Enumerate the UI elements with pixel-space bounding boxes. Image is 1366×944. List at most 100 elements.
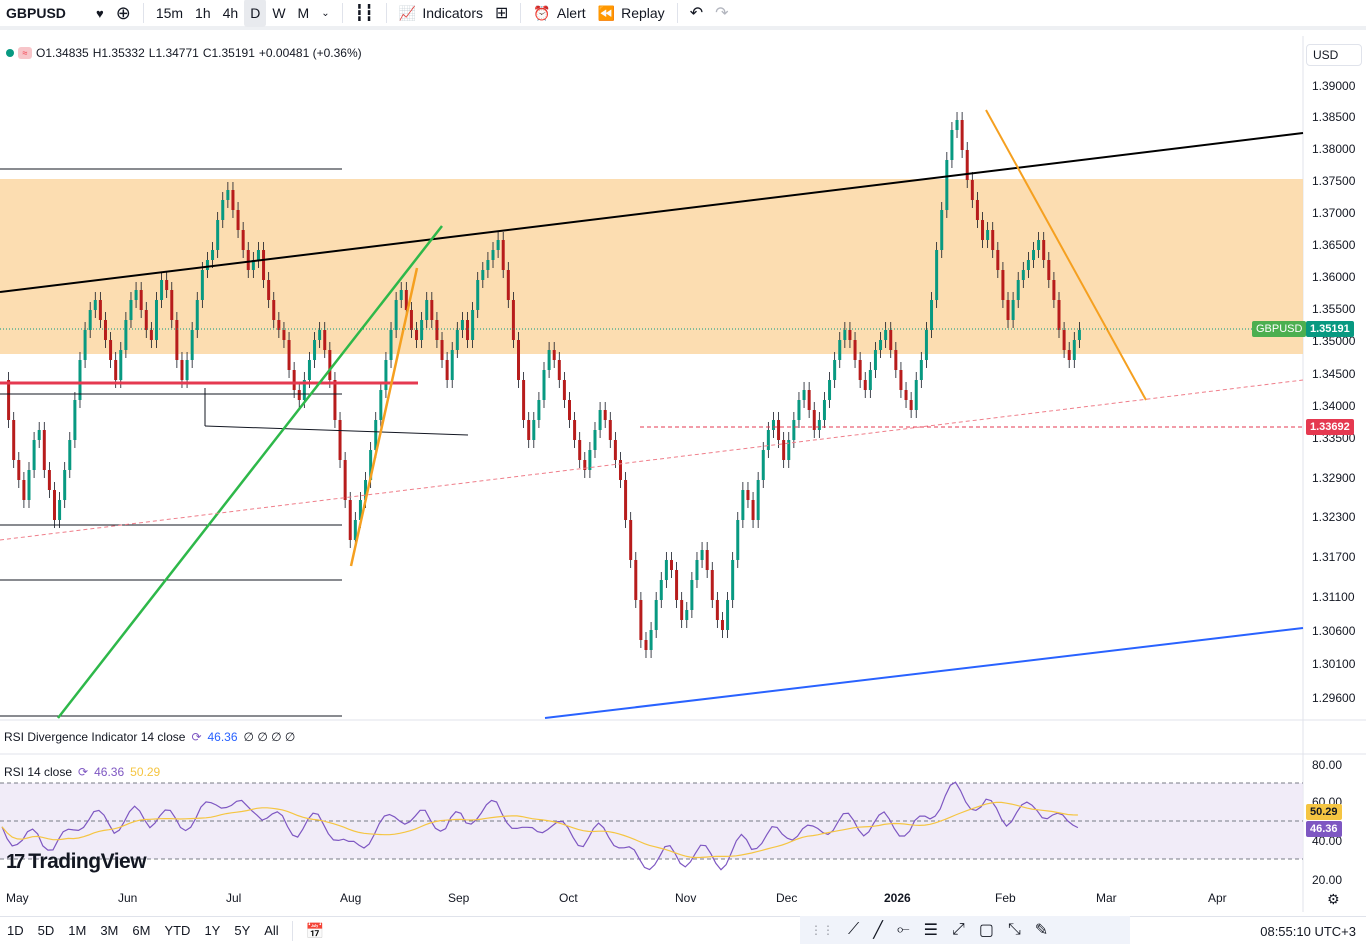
symbol-search[interactable]: GBPUSD: [6, 5, 66, 21]
candle-body: [675, 570, 679, 600]
range-5d[interactable]: 5D: [37, 923, 55, 938]
brush-tool-icon[interactable]: ✎: [1034, 922, 1049, 939]
replay-button[interactable]: ⏪ Replay: [592, 0, 671, 27]
rsi-tick-label: 80.00: [1312, 758, 1342, 772]
candles-icon[interactable]: ┇┇: [354, 5, 374, 22]
candle-body: [889, 330, 893, 350]
candle-body: [272, 300, 276, 320]
price-tick-label: 1.35000: [1312, 334, 1356, 348]
candle-body: [119, 350, 123, 380]
rsi-line: [1, 781, 1079, 871]
candle-body: [450, 350, 454, 380]
trend-tool-icon[interactable]: ⟋: [848, 921, 860, 938]
candle-body: [705, 550, 709, 570]
candle-body: [409, 310, 413, 330]
candle-body: [613, 440, 617, 460]
candle-body: [894, 350, 898, 370]
range-1d[interactable]: 1D: [7, 923, 24, 938]
fib-tool-icon[interactable]: ☰: [923, 922, 938, 939]
currency-selector[interactable]: USD: [1306, 44, 1362, 66]
candle-body: [144, 310, 148, 330]
candle-body: [435, 320, 439, 340]
candle-body: [348, 500, 352, 540]
candle-body: [634, 560, 638, 600]
drag-handle-icon[interactable]: ⋮⋮: [810, 923, 834, 937]
candle-body: [695, 560, 699, 580]
tf-4h[interactable]: 4h: [222, 5, 239, 21]
range-6m[interactable]: 6M: [132, 923, 151, 938]
trend-line: [204, 425, 469, 436]
clock[interactable]: 08:55:10 UTC+3: [1260, 924, 1356, 939]
chevron-down-icon[interactable]: ⌄: [321, 7, 330, 19]
candle-body: [955, 120, 959, 130]
price-axis[interactable]: 1.39000 1.38500 1.38000 1.37500 1.37000 1.365…: [1312, 79, 1356, 705]
path-tool-icon[interactable]: ⤡: [1007, 921, 1021, 938]
candle-body: [241, 230, 245, 250]
candle-body: [797, 400, 801, 420]
tf-w[interactable]: W: [272, 5, 286, 21]
candle-body: [680, 600, 684, 620]
alarm-icon: ⏰: [533, 4, 551, 21]
candle-body: [399, 290, 403, 300]
month-label: Jul: [226, 891, 242, 905]
rectangle-tool-icon[interactable]: ▢: [978, 922, 994, 939]
range-5y[interactable]: 5Y: [234, 923, 251, 938]
month-label: Feb: [995, 891, 1016, 905]
range-ytd[interactable]: YTD: [164, 923, 191, 938]
redo-icon[interactable]: ↷: [715, 5, 729, 22]
tf-1h[interactable]: 1h: [195, 5, 211, 21]
range-all[interactable]: All: [264, 923, 279, 938]
rsi-div-label: RSI Divergence Indicator 14 close: [4, 730, 186, 744]
indicators-button[interactable]: 📈 Indicators: [393, 0, 489, 27]
layouts-icon[interactable]: ⊞: [495, 5, 509, 22]
refresh-icon[interactable]: ⟳: [78, 765, 89, 779]
indicators-icon: 📈: [398, 4, 417, 21]
candle-body: [211, 250, 215, 260]
rsi-div-value: 46.36: [207, 730, 238, 744]
candle-body: [884, 330, 888, 340]
tf-d[interactable]: D: [244, 0, 267, 27]
candle-body: [873, 350, 877, 370]
candle-body: [353, 520, 357, 540]
rsi-legend[interactable]: RSI 14 close ⟳ 46.36 50.29: [4, 765, 160, 779]
candle-body: [822, 400, 826, 420]
candle-body: [394, 300, 398, 330]
calendar-icon[interactable]: 📅: [305, 922, 325, 940]
candle-body: [1062, 330, 1066, 350]
alert-button[interactable]: ⏰ Alert: [527, 0, 591, 27]
horizontal-line-icon[interactable]: ⟜: [896, 921, 910, 938]
data-badge-icon: ≈: [18, 47, 32, 59]
candle-body: [736, 520, 740, 560]
candle-body: [165, 280, 169, 290]
candle-body: [328, 350, 332, 380]
divider: [676, 3, 678, 23]
candle-body: [42, 430, 46, 470]
compare-add-icon[interactable]: ⊕: [115, 2, 131, 23]
candle-body: [828, 380, 832, 400]
rewind-icon: ⏪: [597, 4, 616, 21]
candle-body: [603, 410, 607, 420]
candle-body: [1037, 240, 1041, 250]
settings-gear-icon[interactable]: ⚙: [1327, 891, 1340, 907]
favorite-icon[interactable]: ♥: [96, 5, 104, 21]
line-tool-icon[interactable]: ╱: [873, 922, 883, 939]
range-3m[interactable]: 3M: [100, 923, 119, 938]
candle-body: [221, 200, 225, 220]
candle-body: [659, 580, 663, 600]
rsi-divergence-legend[interactable]: RSI Divergence Indicator 14 close ⟳ 46.3…: [4, 730, 295, 744]
candle-body: [557, 360, 561, 380]
range-1m[interactable]: 1M: [68, 923, 87, 938]
range-1y[interactable]: 1Y: [204, 923, 221, 938]
low-value: L1.34771: [148, 46, 199, 60]
undo-icon[interactable]: ↶: [689, 5, 704, 22]
refresh-icon[interactable]: ⟳: [191, 730, 202, 744]
candle-body: [1057, 300, 1061, 330]
lower-channel-line: [544, 627, 1304, 719]
candle-body: [22, 480, 26, 500]
pattern-tool-icon[interactable]: ⤢: [952, 921, 965, 938]
candle-body: [17, 460, 21, 480]
tf-m[interactable]: M: [297, 5, 310, 21]
candle-body: [975, 200, 979, 220]
tf-15m[interactable]: 15m: [155, 5, 184, 21]
